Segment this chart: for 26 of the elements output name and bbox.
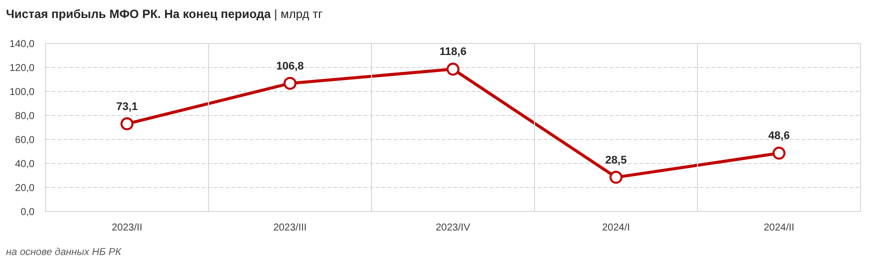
data-label: 28,5 [605,154,627,166]
x-tick-label: 2024/I [602,222,630,234]
point [610,170,622,184]
data-label: 106,8 [276,60,304,72]
y-tick-label: 120,0 [9,63,35,74]
point [120,117,134,130]
text: на основе данных НБ РК [6,246,122,260]
y-tick-label: 0,0 [20,207,35,218]
point [446,62,460,76]
x-tick-label: 2023/IV [436,222,471,234]
point [284,76,296,90]
x-tick-label: 2024/II [764,222,794,234]
data-label: 48,6 [768,130,790,142]
y-tick-label: 100,0 [9,87,35,98]
chart-subtitle: | млрд тг [274,7,322,21]
y-tick-label: 80,0 [15,111,35,122]
data-label: 73,1 [116,100,138,113]
y-tick-label: 40,0 [15,159,35,170]
data-label: 118,6 [440,46,466,58]
y-tick-label: 20,0 [15,183,35,194]
y-tick-label: 140,0 [9,39,35,50]
point [772,146,786,160]
x-tick-label: 2023/III [273,222,307,234]
chart-title: Чистая прибыль МФО РК. На конец периода [6,7,271,21]
y-tick-label: 60,0 [15,135,35,146]
x-tick-label: 2023/II [112,222,142,234]
